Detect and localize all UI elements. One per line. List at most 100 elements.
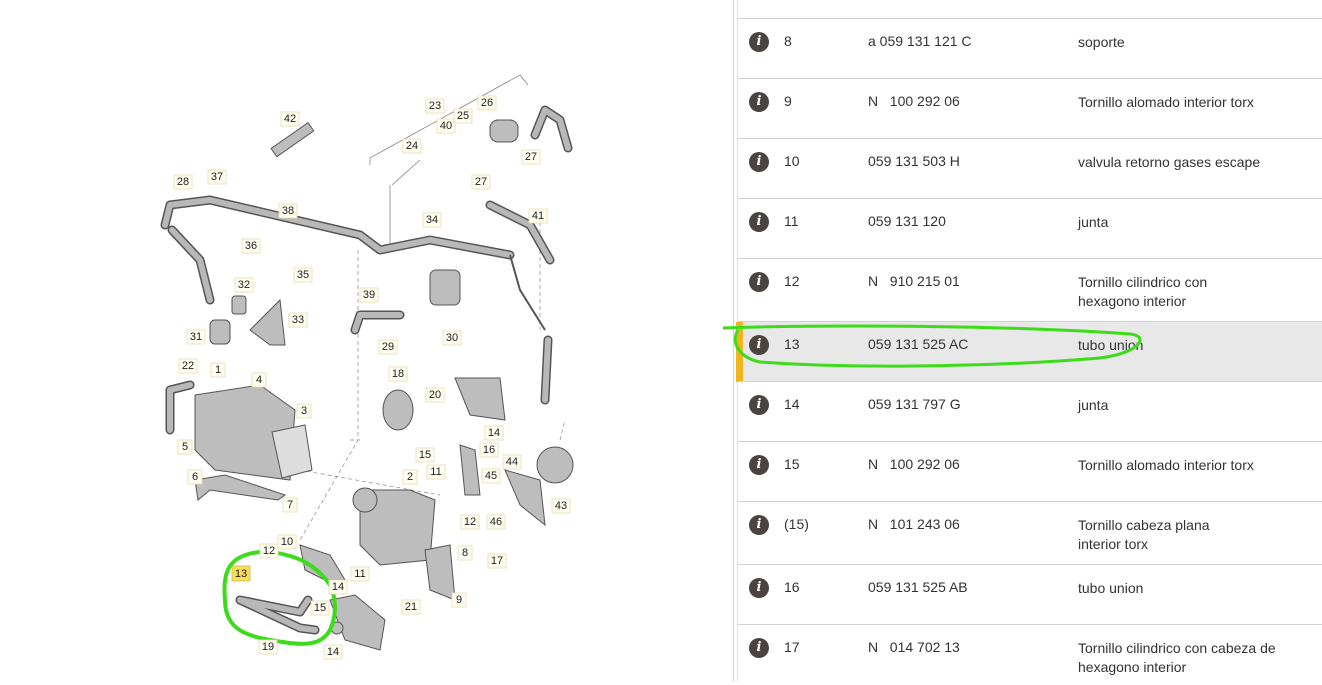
callout[interactable]: 24 [402, 138, 422, 154]
callout[interactable]: 36 [241, 238, 261, 254]
callout[interactable]: 11 [350, 566, 370, 582]
svg-text:2: 2 [407, 471, 413, 483]
info-icon[interactable]: i [749, 212, 769, 232]
info-icon[interactable]: i [749, 395, 769, 415]
callout[interactable]: 1 [210, 362, 226, 378]
svg-text:4: 4 [256, 374, 262, 386]
callout[interactable]: 25 [453, 108, 473, 124]
green-annotation-outline [222, 549, 337, 646]
callout[interactable]: 46 [486, 514, 506, 530]
callout-highlighted[interactable]: 13 [231, 565, 251, 582]
svg-text:36: 36 [245, 240, 257, 252]
info-icon[interactable]: i [749, 578, 769, 598]
callout[interactable]: 12 [460, 514, 480, 530]
callout[interactable]: 26 [477, 95, 497, 111]
svg-text:14: 14 [488, 427, 500, 439]
parts-row[interactable]: i 17 N 014 702 13 Tornillo cilindrico co… [738, 624, 1322, 685]
callout[interactable]: 21 [401, 599, 421, 615]
callout[interactable]: 2 [402, 469, 418, 485]
callout[interactable]: 14 [484, 425, 504, 441]
callout[interactable]: 27 [521, 149, 541, 165]
info-icon[interactable]: i [749, 272, 769, 292]
callout[interactable]: 14 [328, 579, 348, 595]
callout[interactable]: 11 [426, 464, 446, 480]
callout[interactable]: 18 [388, 366, 408, 382]
info-icon[interactable]: i [749, 335, 769, 355]
callout[interactable]: 15 [415, 447, 435, 463]
callout[interactable]: 29 [378, 339, 398, 355]
callout[interactable]: 41 [528, 208, 548, 224]
parts-row[interactable]: i 8 a 059 131 121 C soporte [738, 18, 1322, 79]
parts-row[interactable]: i 9 N 100 292 06 Tornillo alomado interi… [738, 78, 1322, 139]
description: Tornillo alomado interior torx [1078, 457, 1254, 473]
callout[interactable]: 19 [258, 639, 278, 655]
callout[interactable]: 5 [177, 439, 193, 455]
svg-text:18: 18 [392, 368, 404, 380]
callout[interactable]: 23 [425, 98, 445, 114]
callout[interactable]: 38 [278, 203, 298, 219]
position: 10 [784, 153, 800, 169]
callout[interactable]: 14 [323, 644, 343, 660]
callout[interactable]: 12 [259, 543, 279, 559]
callout[interactable]: 15 [310, 600, 330, 616]
info-icon[interactable]: i [749, 638, 769, 658]
callout[interactable]: 8 [457, 545, 473, 561]
callout[interactable]: 43 [551, 498, 571, 514]
svg-text:12: 12 [263, 545, 275, 557]
info-icon[interactable]: i [749, 92, 769, 112]
info-icon[interactable]: i [749, 455, 769, 475]
part-number: 059 131 797 G [868, 396, 961, 412]
callout[interactable]: 31 [186, 329, 206, 345]
parts-row[interactable]: i 10 059 131 503 H valvula retorno gases… [738, 138, 1322, 199]
callout[interactable]: 10 [277, 534, 297, 550]
info-icon[interactable]: i [749, 152, 769, 172]
callout[interactable]: 40 [436, 118, 456, 134]
callout[interactable]: 45 [481, 468, 501, 484]
svg-text:27: 27 [525, 151, 537, 163]
svg-text:19: 19 [262, 641, 274, 653]
callout[interactable]: 34 [422, 212, 442, 228]
svg-text:8: 8 [462, 547, 468, 559]
svg-text:25: 25 [457, 110, 469, 122]
parts-row[interactable]: i 14 059 131 797 G junta [738, 381, 1322, 442]
callout[interactable]: 20 [425, 387, 445, 403]
callout[interactable]: 7 [282, 497, 298, 513]
svg-text:31: 31 [190, 331, 202, 343]
callout[interactable]: 6 [187, 469, 203, 485]
info-icon[interactable]: i [749, 32, 769, 52]
parts-row[interactable]: i 16 059 131 525 AB tubo union [738, 564, 1322, 625]
svg-text:44: 44 [506, 456, 518, 468]
info-icon[interactable]: i [749, 515, 769, 535]
callout[interactable]: 9 [451, 592, 467, 608]
callout[interactable]: 22 [178, 358, 198, 374]
parts-row[interactable]: i 11 059 131 120 junta [738, 198, 1322, 259]
callout[interactable]: 35 [293, 267, 313, 283]
callout[interactable]: 32 [234, 277, 254, 293]
callout[interactable]: 30 [442, 330, 462, 346]
parts-row[interactable]: i (15) N 101 243 06 Tornillo cabeza plan… [738, 501, 1322, 565]
callout[interactable]: 4 [251, 372, 267, 388]
svg-text:21: 21 [405, 601, 417, 613]
callout[interactable]: 42 [280, 111, 300, 127]
callout[interactable]: 3 [296, 403, 312, 419]
part-number: a 059 131 121 C [868, 33, 972, 49]
position: 11 [784, 213, 799, 229]
callout[interactable]: 39 [359, 287, 379, 303]
callout[interactable]: 27 [471, 174, 491, 190]
callout[interactable]: 17 [487, 553, 507, 569]
callout[interactable]: 28 [173, 174, 193, 190]
parts-row[interactable]: i 15 N 100 292 06 Tornillo alomado inter… [738, 441, 1322, 502]
svg-text:28: 28 [177, 176, 189, 188]
callout[interactable]: 16 [479, 442, 499, 458]
callout[interactable]: 44 [502, 454, 522, 470]
svg-text:45: 45 [485, 470, 497, 482]
parts-row-selected[interactable]: i 13 059 131 525 AC tubo union [736, 321, 1322, 382]
position: (15) [784, 516, 809, 532]
callout[interactable]: 37 [207, 169, 227, 185]
svg-text:15: 15 [419, 449, 431, 461]
part-number: N 014 702 13 [868, 639, 960, 655]
svg-text:33: 33 [292, 314, 304, 326]
callout-labels: 42 23 40 26 25 24 27 27 37 28 38 34 41 3… [173, 95, 571, 660]
callout[interactable]: 33 [288, 312, 308, 328]
parts-row[interactable]: i 12 N 910 215 01 Tornillo cilindrico co… [738, 258, 1322, 322]
